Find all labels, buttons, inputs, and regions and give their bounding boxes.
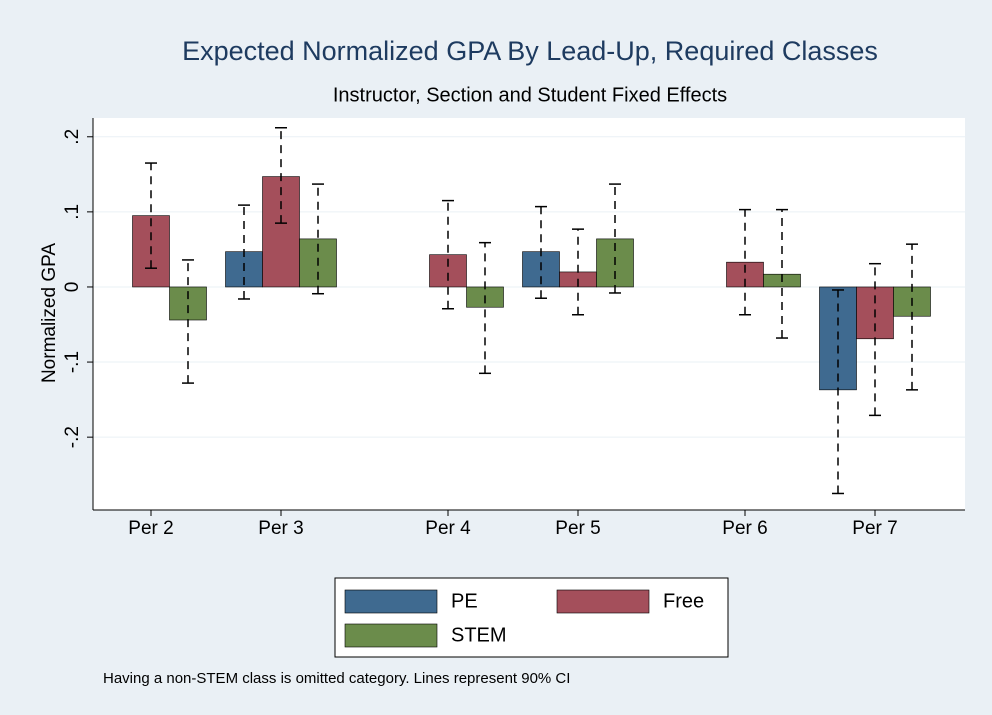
x-tick-label: Per 5 — [555, 518, 600, 539]
y-tick-label: .2 — [62, 129, 83, 145]
legend-swatch — [344, 589, 438, 614]
x-tick-label: Per 3 — [258, 518, 303, 539]
note: Having a non-STEM class is omitted categ… — [103, 670, 570, 687]
chart-title: Expected Normalized GPA By Lead-Up, Requ… — [182, 36, 878, 66]
x-tick-label: Per 2 — [128, 518, 173, 539]
y-tick-label: -.2 — [62, 426, 83, 448]
legend-swatch — [344, 623, 438, 648]
x-tick-label: Per 7 — [852, 518, 897, 539]
y-tick-label: 0 — [62, 282, 83, 293]
y-tick-label: .1 — [62, 204, 83, 220]
legend-label: STEM — [451, 624, 507, 646]
y-tick-label: -.1 — [62, 351, 83, 373]
chart-subtitle: Instructor, Section and Student Fixed Ef… — [333, 84, 727, 106]
y-axis-title: Normalized GPA — [39, 243, 60, 383]
x-tick-label: Per 6 — [722, 518, 767, 539]
x-tick-label: Per 4 — [425, 518, 471, 539]
legend-label: PE — [451, 590, 478, 612]
legend-label: Free — [663, 590, 704, 612]
legend-swatch — [556, 589, 650, 614]
